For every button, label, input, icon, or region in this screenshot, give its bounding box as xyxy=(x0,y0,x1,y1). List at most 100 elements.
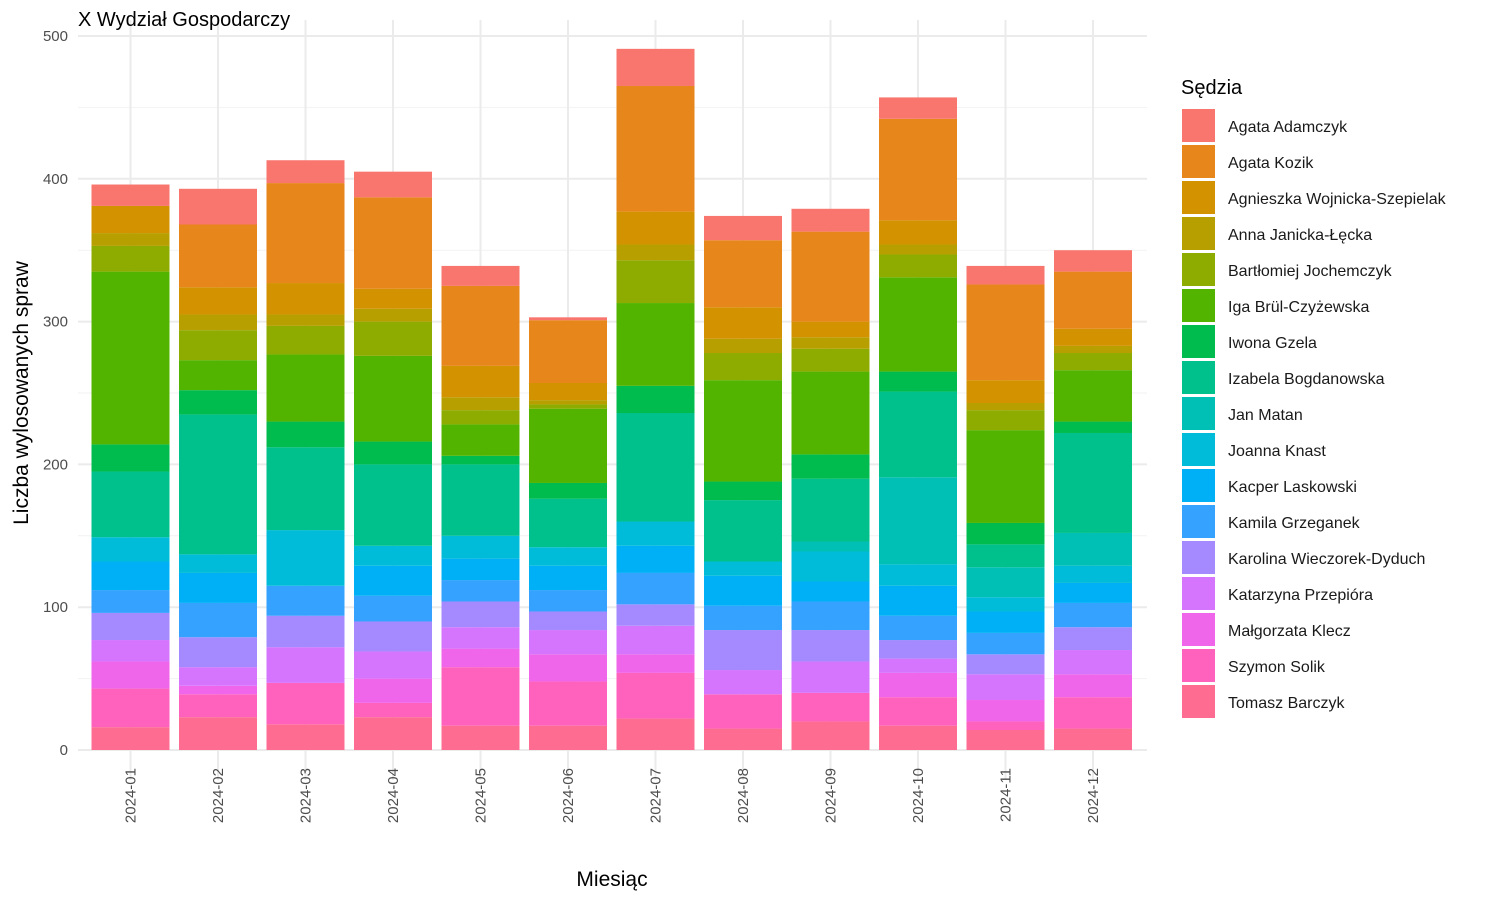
bar-segment xyxy=(179,554,257,573)
x-tick-label: 2024-11 xyxy=(998,768,1015,822)
legend-label: Agata Adamczyk xyxy=(1228,119,1348,136)
legend-items: Agata Adamczyk Agata Kozik Agnieszka Wojni… xyxy=(1182,109,1447,718)
legend-item: Iga Brül-Czyżewska xyxy=(1182,289,1369,322)
x-tick-label: 2024-05 xyxy=(473,768,490,823)
bar-segment xyxy=(529,498,607,548)
bar-segment xyxy=(179,330,257,361)
bar-segment xyxy=(879,697,957,726)
bar-segment xyxy=(354,717,432,750)
bar-segment xyxy=(91,561,170,591)
legend-item: Agata Kozik xyxy=(1182,145,1314,178)
bar-segment xyxy=(179,314,257,331)
bar-stack-2024-11 xyxy=(966,265,1045,750)
legend-label: Anna Janicka-Łęcka xyxy=(1228,227,1372,244)
bar-segment xyxy=(354,464,432,546)
legend-swatch xyxy=(1182,253,1215,286)
y-axis-title: Liczba wylosowanych spraw xyxy=(10,260,33,525)
bar-segment xyxy=(354,702,432,718)
bar-segment xyxy=(179,287,257,315)
legend-swatch xyxy=(1182,361,1215,394)
bar-segment xyxy=(441,455,520,465)
bar-stack-2024-03 xyxy=(266,160,345,750)
bar-stack-2024-04 xyxy=(354,171,432,750)
bar-segment xyxy=(616,85,695,212)
bar-segment xyxy=(354,321,432,356)
bar-segment xyxy=(791,541,870,552)
legend-label: Bartłomiej Jochemczyk xyxy=(1228,263,1393,280)
bar-segment xyxy=(966,544,1045,568)
bar-segment xyxy=(966,700,1045,722)
bar-stack-2024-02 xyxy=(179,188,257,750)
bar-segment xyxy=(529,404,607,409)
bar-segment xyxy=(354,678,432,703)
bar-segment xyxy=(441,265,520,286)
bar-segment xyxy=(791,551,870,582)
legend-swatch xyxy=(1182,613,1215,646)
bar-segment xyxy=(354,621,432,652)
bar-segment xyxy=(266,585,345,616)
y-tick-label: 500 xyxy=(43,28,68,45)
bar-segment xyxy=(441,627,520,649)
legend-label: Szymon Solik xyxy=(1228,659,1326,676)
bar-segment xyxy=(266,530,345,586)
bar-segment xyxy=(441,285,520,366)
bar-segment xyxy=(704,215,782,241)
bar-segment xyxy=(879,97,957,119)
bar-segment xyxy=(1054,674,1132,698)
bar-segment xyxy=(1054,602,1132,628)
bar-segment xyxy=(791,231,870,322)
x-tick-label: 2024-06 xyxy=(560,768,577,823)
legend-label: Agnieszka Wojnicka-Szepielak xyxy=(1228,191,1447,208)
bar-stack-2024-05 xyxy=(441,265,520,750)
chart-title: X Wydział Gospodarczy xyxy=(78,9,290,31)
legend-swatch xyxy=(1182,505,1215,538)
bar-segment xyxy=(91,612,170,641)
x-tick-label: 2024-01 xyxy=(123,768,140,823)
bar-segment xyxy=(704,338,782,354)
bar-segment xyxy=(1054,728,1132,750)
legend-swatch xyxy=(1182,469,1215,502)
bar-segment xyxy=(354,651,432,679)
legend-label: Joanna Knast xyxy=(1228,443,1326,460)
bar-segment xyxy=(179,572,257,603)
bar-segment xyxy=(354,355,432,442)
legend-label: Agata Kozik xyxy=(1228,155,1314,172)
bar-segment xyxy=(441,535,520,559)
bar-segment xyxy=(441,648,520,668)
bar-segment xyxy=(966,611,1045,633)
legend-label: Małgorzata Klecz xyxy=(1228,623,1351,640)
bar-segment xyxy=(704,561,782,576)
bar-segment xyxy=(879,725,957,750)
legend: Sędzia Agata Adamczyk Agata Kozik Agnieszk… xyxy=(1181,77,1447,718)
bar-segment xyxy=(704,630,782,671)
legend-item: Kamila Grzeganek xyxy=(1182,505,1361,538)
x-tick-label: 2024-04 xyxy=(385,768,402,823)
bar-segment xyxy=(616,303,695,386)
bar-segment xyxy=(91,444,170,472)
x-axis-title: Miesiąc xyxy=(576,868,647,891)
bar-segment xyxy=(441,424,520,456)
legend-label: Kamila Grzeganek xyxy=(1228,515,1361,532)
bar-segment xyxy=(879,371,957,392)
bar-segment xyxy=(879,277,957,372)
bar-segment xyxy=(179,694,257,718)
bar-stack-2024-12 xyxy=(1054,250,1132,750)
bar-segment xyxy=(966,402,1045,411)
bar-stack-2024-01 xyxy=(91,184,170,750)
legend-item: Agnieszka Wojnicka-Szepielak xyxy=(1182,181,1447,214)
bar-segment xyxy=(266,615,345,648)
bar-segment xyxy=(966,284,1045,381)
bar-segment xyxy=(179,188,257,225)
bar-segment xyxy=(616,412,695,522)
bar-segment xyxy=(791,630,870,662)
bar-segment xyxy=(879,564,957,586)
bar-segment xyxy=(879,254,957,278)
bar-segment xyxy=(529,317,607,321)
bar-segment xyxy=(1054,565,1132,583)
bar-segment xyxy=(1054,370,1132,422)
legend-swatch xyxy=(1182,217,1215,250)
bar-segment xyxy=(879,477,957,565)
bar-segment xyxy=(966,674,1045,701)
bar-segment xyxy=(966,632,1045,655)
